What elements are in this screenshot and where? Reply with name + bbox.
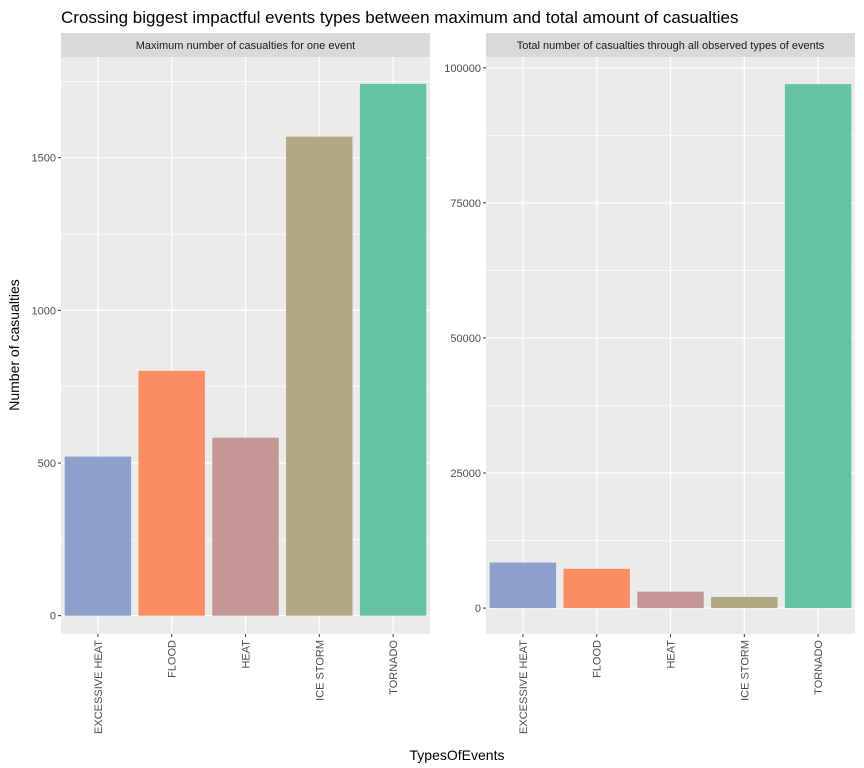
x-tick-label: EXCESSIVE HEAT bbox=[93, 640, 105, 734]
facet-strip bbox=[61, 33, 430, 57]
y-tick-label: 25000 bbox=[450, 468, 481, 480]
bar-ice-storm bbox=[286, 136, 353, 616]
y-tick-label: 100000 bbox=[444, 63, 481, 75]
x-tick-label: HEAT bbox=[666, 640, 678, 669]
bar-excessive-heat bbox=[64, 456, 132, 616]
y-axis-title: Number of casualties bbox=[6, 279, 22, 411]
x-axis-title: TypesOfEvents bbox=[410, 747, 505, 763]
y-tick-label: 1500 bbox=[32, 153, 56, 165]
facet-strip bbox=[486, 33, 855, 57]
x-tick-label: FLOOD bbox=[592, 640, 604, 678]
y-tick-label: 50000 bbox=[450, 333, 481, 345]
x-tick-label: FLOOD bbox=[167, 640, 179, 678]
y-tick-label: 0 bbox=[50, 611, 56, 623]
bar-excessive-heat bbox=[489, 562, 557, 609]
x-tick-label: ICE STORM bbox=[314, 640, 326, 701]
x-tick-label: TORNADO bbox=[388, 640, 400, 695]
x-tick-label: ICE STORM bbox=[739, 640, 751, 701]
y-tick-label: 1000 bbox=[32, 305, 56, 317]
facet-strip-label: Maximum number of casualties for one eve… bbox=[136, 40, 356, 52]
bar-tornado bbox=[359, 83, 427, 616]
x-tick-label: HEAT bbox=[241, 640, 253, 669]
bar-heat bbox=[212, 437, 279, 616]
y-tick-label: 500 bbox=[38, 458, 56, 470]
bar-flood bbox=[563, 568, 630, 609]
y-tick-label: 0 bbox=[475, 603, 481, 615]
facet-panels: Maximum number of casualties for one eve… bbox=[32, 33, 855, 734]
chart-title: Crossing biggest impactful events types … bbox=[61, 8, 739, 27]
bar-tornado bbox=[784, 84, 852, 609]
x-tick-label: EXCESSIVE HEAT bbox=[518, 640, 530, 734]
facet-panel-2: Total number of casualties through all o… bbox=[444, 33, 855, 734]
x-tick-label: TORNADO bbox=[813, 640, 825, 695]
bar-flood bbox=[138, 370, 205, 616]
bar-ice-storm bbox=[711, 596, 778, 609]
facet-panel-1: Maximum number of casualties for one eve… bbox=[32, 33, 430, 734]
facet-strip-label: Total number of casualties through all o… bbox=[517, 40, 825, 52]
y-tick-label: 75000 bbox=[450, 198, 481, 210]
bar-heat bbox=[637, 591, 704, 609]
